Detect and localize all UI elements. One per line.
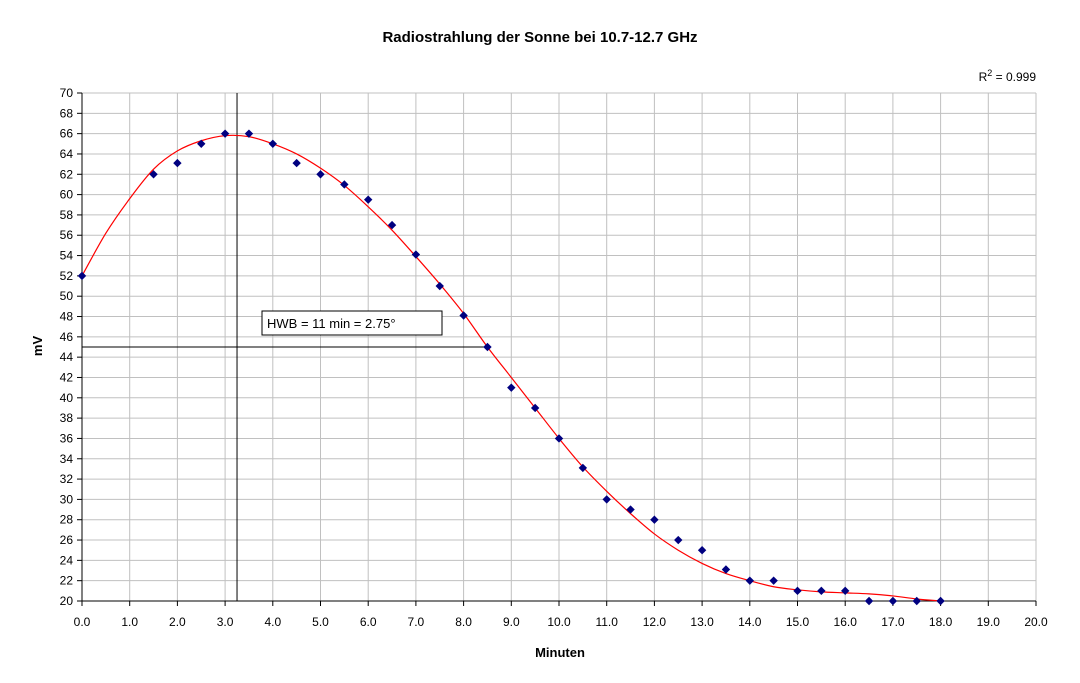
x-tick-label: 4.0 [264,615,281,629]
axes [77,92,1037,606]
y-tick-label: 50 [60,289,74,303]
data-point [220,129,230,138]
y-tick-label: 64 [60,147,74,161]
x-tick-label: 18.0 [929,615,953,629]
y-tick-label: 28 [60,513,74,527]
x-axis-label: Minuten [535,645,585,660]
data-point [435,281,444,291]
annotation-text: HWB = 11 min = 2.75° [267,316,396,331]
guide-lines [82,93,488,601]
data-point [340,180,349,189]
data-point [697,546,707,555]
x-tick-label: 15.0 [786,615,810,629]
data-point [411,250,421,259]
x-tick-label: 1.0 [121,615,138,629]
y-tick-label: 52 [60,269,74,283]
data-point [721,565,731,574]
y-tick-label: 20 [60,594,74,608]
x-tick-label: 13.0 [690,615,714,629]
data-point [936,596,945,606]
y-tick-label: 46 [60,330,74,344]
x-tick-label: 19.0 [977,615,1001,629]
x-tick-label: 0.0 [74,615,91,629]
x-tick-label: 9.0 [503,615,520,629]
data-point [650,515,659,524]
x-tick-label: 16.0 [834,615,858,629]
x-tick-label: 14.0 [738,615,762,629]
data-point [745,576,754,585]
data-point [793,586,802,596]
data-point [459,311,468,320]
r-squared-label: R2 = 0.999 [979,68,1037,84]
y-tick-label: 70 [60,86,74,100]
data-point [530,403,540,413]
y-tick-label: 56 [60,228,74,242]
x-tick-label: 11.0 [595,615,618,629]
x-tick-label: 10.0 [547,615,571,629]
y-tick-label: 30 [60,492,74,506]
data-point [912,596,921,606]
data-point [554,434,564,443]
data-point [292,158,301,168]
data-point [817,586,826,596]
data-point [578,463,588,473]
data-point [674,535,683,545]
data-point [626,505,635,514]
x-tick-label: 5.0 [312,615,329,629]
data-points [77,129,945,606]
y-tick-label: 42 [60,370,74,384]
y-axis-label: mV [30,336,45,357]
data-point [769,576,778,585]
x-tick-label: 17.0 [881,615,905,629]
x-tick-labels: 0.0 1.0 2.0 3.0 4.0 5.0 6.0 7.0 8.0 9.0 10.0 11.0 12… [74,615,1048,629]
y-tick-label: 26 [60,533,74,547]
data-point [841,586,850,596]
x-tick-label: 8.0 [455,615,472,629]
y-tick-label: 40 [60,391,74,405]
annotation-box [261,310,443,336]
y-tick-label: 62 [60,167,74,181]
y-tick-label: 66 [60,127,74,141]
data-point [888,596,898,606]
data-point [864,596,874,606]
data-point [364,195,373,204]
data-point [77,271,87,281]
y-tick-labels: 20 22 24 26 28 30 32 34 36 38 40 42 44 46 48 50 52 54 56 58… [60,86,74,608]
data-point [507,383,516,392]
y-tick-label: 48 [60,310,74,324]
x-tick-label: 2.0 [169,615,186,629]
data-point [244,129,254,138]
y-tick-label: 34 [60,452,74,466]
data-point [149,170,158,179]
x-tick-label: 7.0 [408,615,425,629]
chart-title: Radiostrahlung der Sonne bei 10.7-12.7 G… [382,29,697,46]
y-tick-label: 68 [60,106,74,120]
data-point [268,139,277,148]
y-tick-label: 22 [60,574,74,588]
y-tick-label: 44 [60,350,74,364]
data-point [316,170,325,179]
data-point [173,158,182,168]
y-tick-label: 58 [60,208,74,222]
data-point [483,342,492,352]
x-tick-label: 6.0 [360,615,377,629]
x-tick-label: 20.0 [1024,615,1048,629]
y-tick-label: 60 [60,188,74,202]
x-tick-label: 12.0 [643,615,667,629]
data-point [197,139,206,148]
y-tick-label: 38 [60,411,74,425]
x-tick-label: 3.0 [217,615,234,629]
data-point [602,495,611,504]
y-tick-label: 36 [60,431,74,445]
y-tick-label: 54 [60,249,74,263]
annotation: HWB = 11 min = 2.75° [261,310,443,336]
y-tick-label: 24 [60,553,74,567]
data-point [387,220,397,230]
y-tick-label: 32 [60,472,74,486]
